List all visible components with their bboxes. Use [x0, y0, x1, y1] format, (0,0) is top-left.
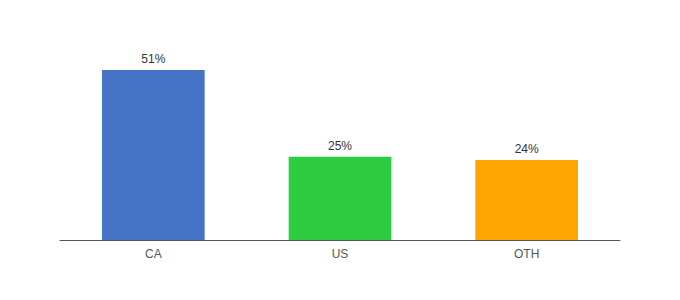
svg-text:OTH: OTH	[514, 247, 539, 261]
svg-text:US: US	[332, 247, 349, 261]
svg-text:CA: CA	[145, 247, 162, 261]
svg-text:24%: 24%	[515, 142, 539, 156]
svg-text:25%: 25%	[328, 139, 352, 153]
svg-text:51%: 51%	[141, 52, 165, 66]
